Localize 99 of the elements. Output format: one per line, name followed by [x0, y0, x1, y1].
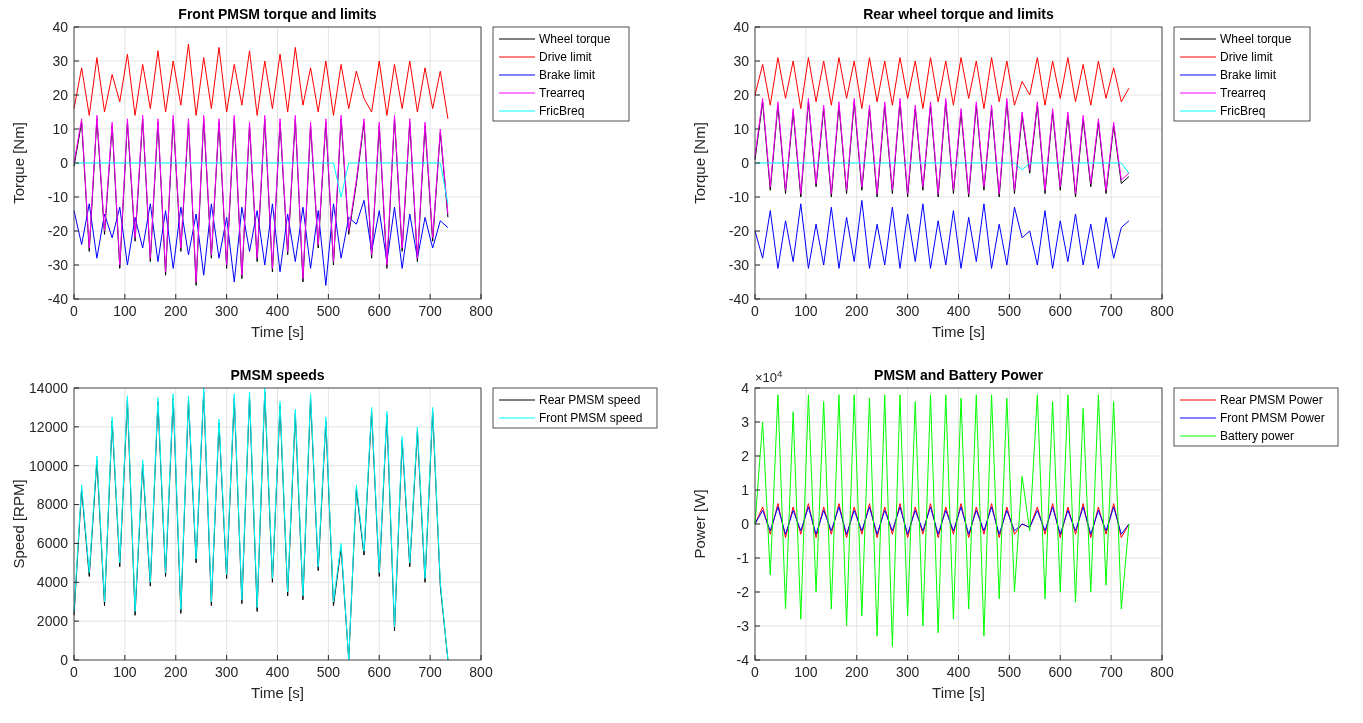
legend-label: Trearreq — [539, 86, 585, 101]
x-tick-label: 400 — [265, 664, 290, 680]
y-tick-label: 10 — [733, 120, 750, 137]
x-tick-label: 300 — [895, 303, 920, 319]
y-tick-label: 0 — [60, 651, 69, 668]
y-tick-label: 4000 — [36, 574, 69, 591]
x-tick-label: 600 — [367, 303, 392, 319]
x-tick-label: 0 — [751, 303, 760, 319]
x-tick-label: 100 — [113, 664, 137, 680]
legend-label: Front PMSM Power — [1220, 411, 1325, 426]
x-tick-label: 200 — [845, 303, 869, 319]
legend-label: Trearreq — [1220, 86, 1266, 101]
x-axis-title: Time [s] — [932, 684, 985, 701]
legend-label: Rear PMSM speed — [539, 393, 641, 408]
legend-label: Drive limit — [1220, 50, 1274, 65]
y-tick-label: -20 — [47, 222, 69, 239]
y-tick-label: 10000 — [29, 457, 69, 474]
x-tick-label: 500 — [997, 303, 1022, 319]
text: ×10$^{4}$ — [755, 367, 784, 385]
legend-label: FricBreq — [539, 104, 585, 119]
y-tick-label: -30 — [47, 256, 69, 273]
y-axis-title: Torque [Nm] — [691, 122, 708, 204]
x-axis-title: Time [s] — [251, 323, 304, 340]
y-tick-label: 4 — [741, 379, 750, 396]
y-tick-label: 0 — [741, 154, 750, 171]
x-tick-label: 400 — [946, 303, 971, 319]
y-tick-label: -20 — [728, 222, 750, 239]
x-tick-label: 600 — [1048, 303, 1073, 319]
x-tick-label: 300 — [895, 664, 920, 680]
x-tick-label: 200 — [164, 303, 188, 319]
y-tick-label: -4 — [736, 651, 750, 668]
y-tick-label: -40 — [728, 290, 750, 307]
y-tick-label: 2 — [741, 447, 750, 464]
y-tick-label: 6000 — [36, 535, 69, 552]
x-tick-label: 600 — [367, 664, 392, 680]
x-tick-label: 300 — [214, 664, 239, 680]
y-tick-label: 20 — [733, 86, 750, 103]
y-tick-label: -10 — [47, 188, 69, 205]
x-axis-title: Time [s] — [251, 684, 304, 701]
legend-label: FricBreq — [1220, 104, 1266, 119]
legend-label: Battery power — [1220, 429, 1295, 444]
y-tick-label: -10 — [728, 188, 750, 205]
y-tick-label: 30 — [733, 52, 750, 69]
x-tick-label: 0 — [751, 664, 760, 680]
y-tick-label: 1 — [741, 481, 750, 498]
x-tick-label: 500 — [997, 664, 1022, 680]
y-tick-label: -1 — [736, 549, 750, 566]
y-tick-label: 30 — [52, 52, 69, 69]
y-tick-label: 14000 — [29, 379, 69, 396]
legend-label: Wheel torque — [1220, 32, 1292, 47]
y-tick-label: 20 — [52, 86, 69, 103]
y-tick-label: 0 — [741, 515, 750, 532]
y-tick-label: 2000 — [36, 613, 69, 630]
y-tick-label: 40 — [52, 18, 69, 35]
y-tick-label: 3 — [741, 413, 750, 430]
x-tick-label: 200 — [164, 664, 188, 680]
x-tick-label: 400 — [265, 303, 290, 319]
legend-label: Drive limit — [539, 50, 593, 65]
legend-label: Wheel torque — [539, 32, 611, 47]
x-tick-label: 700 — [418, 664, 443, 680]
x-tick-label: 500 — [316, 303, 341, 319]
y-axis-title: Power [W] — [691, 489, 708, 559]
x-tick-label: 400 — [946, 664, 971, 680]
y-tick-label: -30 — [728, 256, 750, 273]
x-axis-title: Time [s] — [932, 323, 985, 340]
y-tick-label: 10 — [52, 120, 69, 137]
legend-label: Front PMSM speed — [539, 411, 643, 426]
x-tick-label: 100 — [794, 664, 818, 680]
x-tick-label: 200 — [845, 664, 869, 680]
y-tick-label: -40 — [47, 290, 69, 307]
x-tick-label: 700 — [418, 303, 443, 319]
x-tick-label: 800 — [469, 303, 493, 319]
x-tick-label: 800 — [1150, 303, 1174, 319]
y-tick-label: 12000 — [29, 418, 69, 435]
y-tick-label: 40 — [733, 18, 750, 35]
x-tick-label: 100 — [113, 303, 137, 319]
legend-label: Brake limit — [1220, 68, 1277, 83]
y-axis-title: Speed [RPM] — [10, 479, 27, 569]
y-tick-label: -2 — [736, 583, 750, 600]
y-tick-label: -3 — [736, 617, 750, 634]
y-tick-label: 8000 — [36, 496, 69, 513]
x-tick-label: 700 — [1099, 303, 1124, 319]
x-tick-label: 0 — [70, 303, 79, 319]
legend-label: Rear PMSM Power — [1220, 393, 1323, 408]
x-tick-label: 0 — [70, 664, 79, 680]
chart-title: PMSM speeds — [230, 367, 325, 383]
x-tick-label: 800 — [1150, 664, 1174, 680]
chart-title: PMSM and Battery Power — [874, 367, 1044, 383]
x-tick-label: 600 — [1048, 664, 1073, 680]
legend-label: Brake limit — [539, 68, 596, 83]
chart-title: Front PMSM torque and limits — [178, 6, 377, 22]
chart-title: Rear wheel torque and limits — [863, 6, 1055, 22]
x-tick-label: 300 — [214, 303, 239, 319]
y-axis-title: Torque [Nm] — [10, 122, 27, 204]
x-tick-label: 500 — [316, 664, 341, 680]
x-tick-label: 100 — [794, 303, 818, 319]
x-tick-label: 700 — [1099, 664, 1124, 680]
y-tick-label: 0 — [60, 154, 69, 171]
x-tick-label: 800 — [469, 664, 493, 680]
